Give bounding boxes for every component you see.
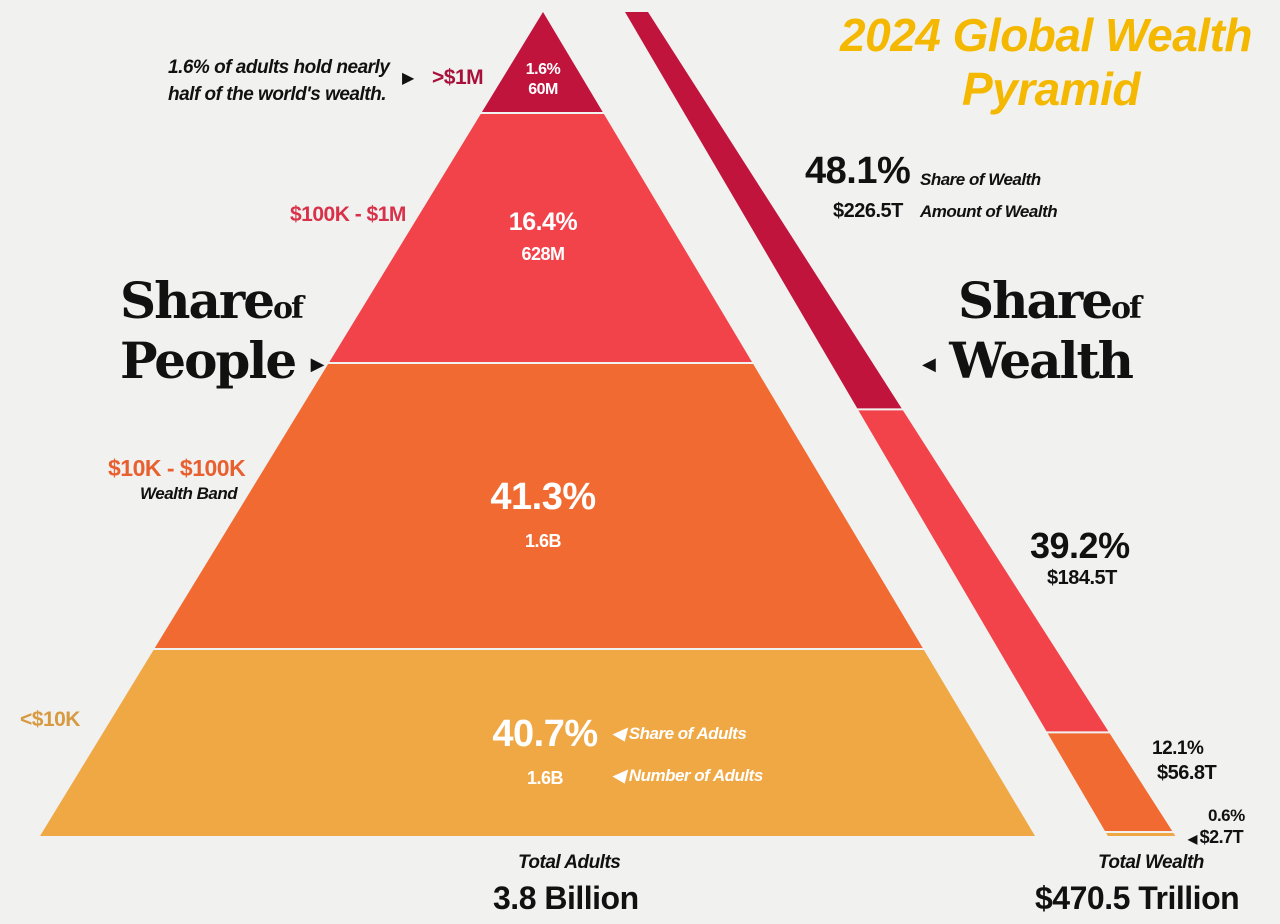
- share-wealth-upper: 39.2%: [1030, 525, 1130, 566]
- legend-label: Share of Adults: [628, 724, 747, 743]
- share-of-people-heading: Shareof People ▶: [120, 275, 325, 391]
- share-wealth-middle: 12.1%: [1152, 738, 1204, 759]
- share-of-wealth-heading: Shareof ◀ Wealth: [922, 275, 1142, 391]
- title-line-2: Pyramid: [962, 63, 1141, 115]
- share-adults-value: 1.6%: [525, 61, 561, 78]
- wealth-band-label: Wealth Band: [140, 484, 238, 503]
- number-of-adults-legend: ◀ Number of Adults: [612, 766, 763, 785]
- band-top-values: 1.6% 60M: [503, 60, 583, 100]
- band-lower-values: 40.7% 1.6B: [470, 712, 620, 800]
- adults-value: 60M: [528, 81, 558, 98]
- share-adults-value: 41.3%: [490, 476, 596, 518]
- wealth-middle: $56.8T: [1157, 762, 1217, 784]
- total-adults-label: Total Adults: [518, 852, 621, 873]
- band-label-middle: $10K - $100K: [108, 455, 246, 481]
- wealth-upper: $184.5T: [1047, 567, 1117, 589]
- band-middle-values: 41.3% 1.6B: [468, 475, 618, 563]
- band-label-upper: $100K - $1M: [290, 203, 406, 226]
- wealth-top: $226.5T: [833, 200, 903, 222]
- adults-value: 628M: [521, 244, 565, 264]
- share-adults-value: 16.4%: [508, 208, 578, 236]
- wealth-band-3: [1106, 833, 1176, 836]
- pyramid-band-3: [40, 650, 1035, 836]
- heading-word: of: [1111, 291, 1142, 326]
- arrow-right-icon: ▶: [402, 70, 415, 87]
- heading-word: People: [120, 331, 297, 390]
- share-of-wealth-legend: Share of Wealth: [920, 170, 1041, 189]
- total-wealth-value: $470.5 Trillion: [1035, 880, 1240, 916]
- adults-value: 1.6B: [524, 531, 562, 551]
- heading-word: Share: [120, 271, 275, 330]
- band-label-top: >$1M: [432, 66, 484, 89]
- note: 1.6% of adults hold nearly half of the w…: [168, 54, 390, 108]
- pyramid-band-2: [154, 364, 923, 648]
- note-line: half of the world's wealth.: [168, 84, 386, 105]
- arrow-right-icon: ▶: [310, 354, 325, 375]
- wealth-band-0: [625, 12, 902, 409]
- heading-word: Wealth: [949, 331, 1134, 390]
- band-upper-values: 16.4% 628M: [483, 206, 603, 270]
- band-label-lower: <$10K: [20, 708, 80, 731]
- note-line: 1.6% of adults hold nearly: [168, 57, 390, 78]
- share-adults-value: 40.7%: [492, 713, 598, 755]
- legend-label: Number of Adults: [628, 766, 763, 785]
- total-wealth-label: Total Wealth: [1098, 852, 1204, 873]
- amount-of-wealth-legend: Amount of Wealth: [920, 202, 1058, 221]
- pyramid-band-0: [481, 12, 603, 112]
- pyramid-band-1: [329, 114, 752, 362]
- share-of-adults-legend: ◀ Share of Adults: [612, 724, 747, 743]
- wealth-band-1: [858, 410, 1109, 732]
- heading-word: Share: [958, 271, 1113, 330]
- chart-title: 2024 Global Wealth Pyramid: [840, 8, 1252, 116]
- wealth-lower-value: $2.7T: [1199, 827, 1244, 847]
- arrow-left-icon: ◀: [922, 354, 936, 375]
- share-wealth-lower: 0.6%: [1208, 806, 1245, 825]
- arrow-left-icon: ◀: [1188, 832, 1200, 846]
- wealth-lower: ◀ $2.7T: [1188, 827, 1244, 848]
- title-line-1: 2024 Global Wealth: [840, 9, 1252, 61]
- share-wealth-top: 48.1%: [805, 150, 911, 192]
- heading-word: of: [273, 291, 304, 326]
- adults-value: 1.6B: [526, 768, 564, 788]
- total-adults-value: 3.8 Billion: [493, 880, 639, 916]
- wealth-band-2: [1047, 733, 1173, 832]
